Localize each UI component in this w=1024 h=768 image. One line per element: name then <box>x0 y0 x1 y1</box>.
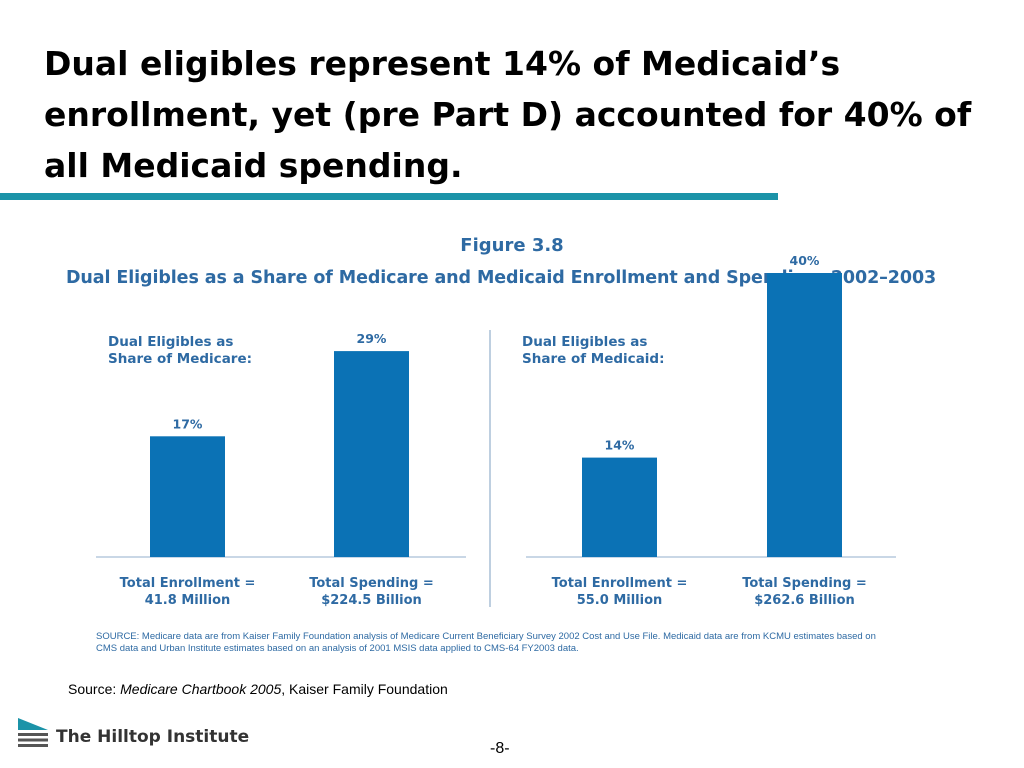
chart-2-data-label: 40% <box>790 253 820 268</box>
title-rule <box>0 193 778 200</box>
chart-2-title-line: Dual Eligibles as <box>522 334 647 350</box>
slide-title: Dual eligibles represent 14% of Medicaid… <box>44 44 972 185</box>
figure-number: Figure 3.8 <box>460 235 564 256</box>
chart-1-bar <box>150 436 225 557</box>
hilltop-logo: The Hilltop Institute <box>16 716 249 750</box>
chart-1-title-line: Dual Eligibles as <box>108 334 233 350</box>
page-number: -8- <box>490 740 510 757</box>
chart-2-bar <box>767 273 842 557</box>
chart-1-title-line: Share of Medicare: <box>108 351 252 367</box>
chart-1-category-label: $224.5 Billion <box>321 593 422 608</box>
source-suffix: , Kaiser Family Foundation <box>281 681 448 697</box>
logo-text: The Hilltop Institute <box>56 727 250 747</box>
chart-2-category-label: Total Spending = <box>742 576 867 591</box>
figure-source-note: SOURCE: Medicare data are from Kaiser Fa… <box>96 631 876 654</box>
chart-2-category-label: $262.6 Billion <box>754 593 855 608</box>
figure-title: Dual Eligibles as a Share of Medicare an… <box>66 268 937 288</box>
chart-2-data-label: 14% <box>605 438 635 453</box>
source-prefix: Source: <box>68 681 121 697</box>
chart-1-category-label: Total Enrollment = <box>120 576 256 591</box>
chart-2-bar <box>582 457 657 557</box>
source-publication: Medicare Chartbook 2005 <box>120 681 282 697</box>
chart-2-category-label: Total Enrollment = <box>552 576 688 591</box>
chart-2-title-line: Share of Medicaid: <box>522 351 665 367</box>
chart-1-bar <box>334 351 409 557</box>
chart-2-category-label: 55.0 Million <box>577 593 663 608</box>
chart-1-data-label: 29% <box>357 331 387 346</box>
chart-1-category-label: 41.8 Million <box>145 593 231 608</box>
chart-1-category-label: Total Spending = <box>309 576 434 591</box>
chart-1-data-label: 17% <box>173 416 203 431</box>
hilltop-logo-icon <box>18 718 48 747</box>
source-citation: Source: Medicare Chartbook 2005, Kaiser … <box>68 681 448 697</box>
